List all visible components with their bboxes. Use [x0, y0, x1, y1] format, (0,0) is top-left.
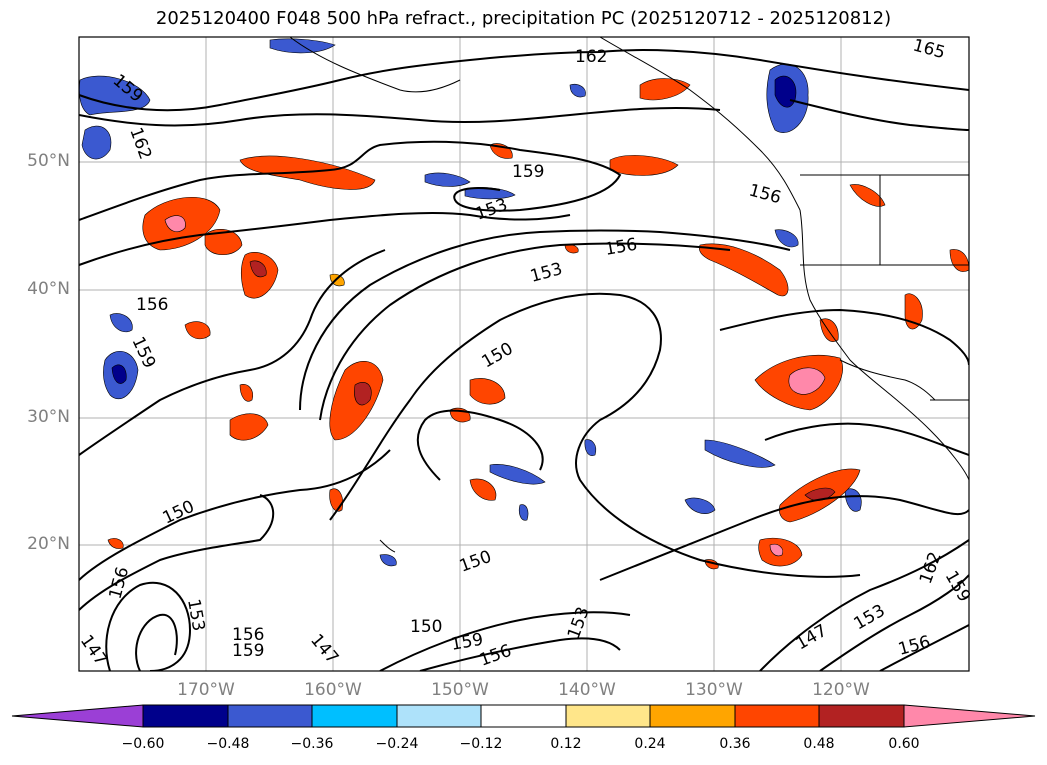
lat-label-40n: 40°N [27, 279, 70, 299]
contour-label: 159 [232, 641, 264, 661]
lat-label-50n: 50°N [27, 151, 70, 171]
coastlines [289, 37, 969, 553]
colorbar-tick: 0.12 [550, 736, 582, 752]
colorbar-tick: −0.36 [290, 736, 334, 752]
colorbar-tick: −0.60 [121, 736, 165, 752]
refractivity-contours [79, 49, 969, 671]
map-background [79, 37, 969, 671]
colorbar-tick: 0.60 [888, 736, 920, 752]
map-title: 2025120400 F048 500 hPa refract., precip… [155, 8, 892, 29]
colorbar-tick: 0.36 [719, 736, 751, 752]
colorbar-extend-low [11, 704, 144, 728]
colorbar-extend-high [903, 704, 1036, 728]
colorbar-tick: −0.12 [459, 736, 503, 752]
lon-label-150w: 150°W [431, 680, 489, 700]
lat-label-20n: 20°N [27, 534, 70, 554]
negative-pc-areas [79, 38, 862, 567]
contour-label: 156 [232, 625, 264, 645]
lat-label-30n: 30°N [27, 407, 70, 427]
colorbar-tick: −0.48 [206, 736, 250, 752]
contour-label: 156 [136, 295, 168, 315]
colorbar-tick: 0.48 [803, 736, 835, 752]
lon-label-170w: 170°W [177, 680, 235, 700]
contour-label: 162 [575, 47, 607, 67]
lon-label-120w: 120°W [812, 680, 870, 700]
colorbar [11, 704, 1036, 728]
contour-label: 150 [410, 617, 442, 637]
lon-label-130w: 130°W [685, 680, 743, 700]
colorbar-tick: 0.24 [634, 736, 666, 752]
contour-label: 159 [512, 162, 544, 182]
map-frame [78, 36, 970, 672]
colorbar-tick: −0.24 [375, 736, 419, 752]
lon-label-140w: 140°W [558, 680, 616, 700]
lon-label-160w: 160°W [304, 680, 362, 700]
